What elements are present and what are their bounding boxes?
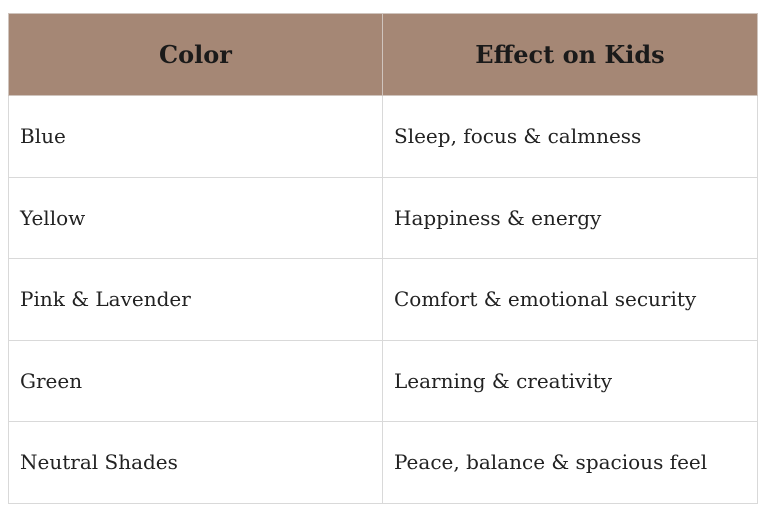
- table-row: Yellow Happiness & energy: [8, 176, 758, 259]
- table-row: Green Learning & creativity: [8, 339, 758, 422]
- cell-color: Yellow: [8, 176, 383, 259]
- table-row: Pink & Lavender Comfort & emotional secu…: [8, 258, 758, 341]
- cell-color: Blue: [8, 95, 383, 178]
- cell-effect: Peace, balance & spacious feel: [382, 421, 758, 504]
- header-color: Color: [8, 13, 383, 96]
- cell-effect: Learning & creativity: [382, 339, 758, 422]
- color-effects-table: Color Effect on Kids Blue Sleep, focus &…: [8, 13, 758, 504]
- table-header-row: Color Effect on Kids: [8, 13, 758, 96]
- table-row: Blue Sleep, focus & calmness: [8, 95, 758, 178]
- cell-color: Neutral Shades: [8, 421, 383, 504]
- cell-effect: Sleep, focus & calmness: [382, 95, 758, 178]
- cell-color: Green: [8, 339, 383, 422]
- cell-color: Pink & Lavender: [8, 258, 383, 341]
- cell-effect: Comfort & emotional security: [382, 258, 758, 341]
- header-effect-on-kids: Effect on Kids: [382, 13, 758, 96]
- table-row: Neutral Shades Peace, balance & spacious…: [8, 421, 758, 504]
- cell-effect: Happiness & energy: [382, 176, 758, 259]
